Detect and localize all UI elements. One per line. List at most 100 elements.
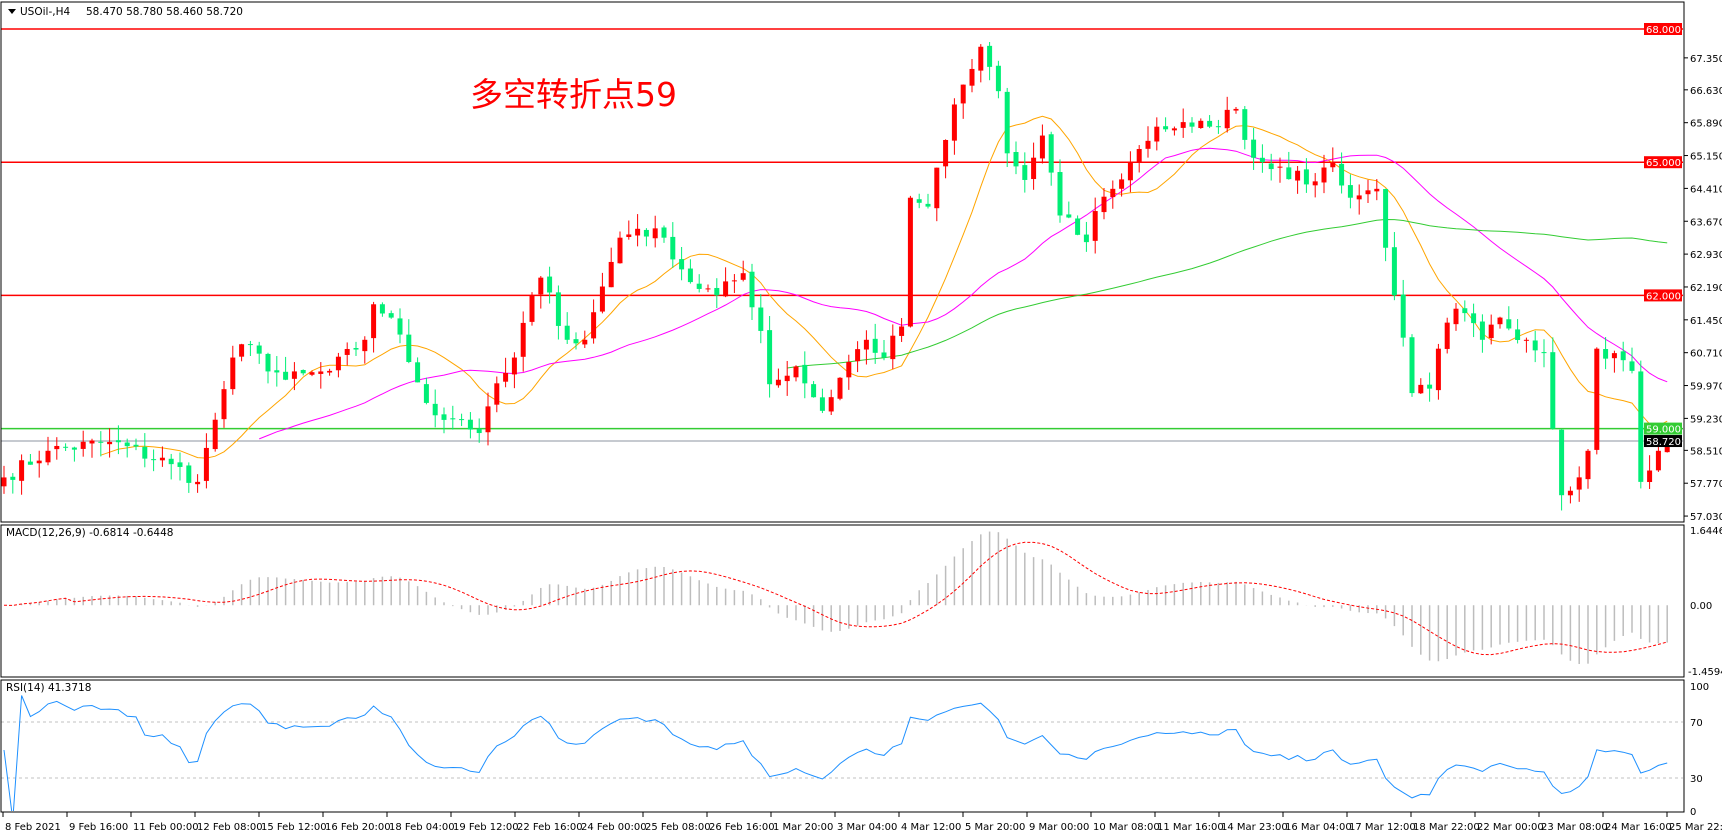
candle-body bbox=[714, 287, 720, 296]
time-tick-label: 22 Mar 00:00 bbox=[1477, 822, 1544, 833]
rsi-scale-30: 30 bbox=[1690, 774, 1703, 785]
candle bbox=[1277, 157, 1283, 183]
candle bbox=[793, 365, 799, 382]
candle-body bbox=[1083, 234, 1089, 243]
candle bbox=[1391, 232, 1397, 301]
candle bbox=[1462, 300, 1468, 322]
candle-body bbox=[1523, 339, 1529, 341]
candle-body bbox=[406, 334, 412, 362]
candle bbox=[1189, 117, 1195, 133]
candle bbox=[1541, 339, 1547, 368]
time-tick-label: 11 Mar 16:00 bbox=[1157, 822, 1224, 833]
candle bbox=[1506, 306, 1512, 331]
ma-mid-line bbox=[259, 147, 1668, 440]
candle bbox=[168, 453, 174, 480]
candle-body bbox=[151, 459, 157, 461]
candle bbox=[256, 341, 262, 364]
candle bbox=[1, 465, 7, 494]
collapse-triangle-icon[interactable] bbox=[8, 9, 16, 14]
macd-pane bbox=[3, 531, 1668, 664]
symbol-label: USOil-,H4 bbox=[20, 6, 70, 18]
candle-body bbox=[1189, 122, 1195, 127]
candle bbox=[1136, 145, 1142, 173]
candle-body bbox=[670, 236, 676, 260]
candle-body bbox=[696, 283, 702, 289]
candle bbox=[45, 436, 51, 466]
candle-body bbox=[775, 379, 781, 386]
candle-body bbox=[1594, 348, 1600, 450]
candle-body bbox=[863, 339, 869, 350]
time-tick-label: 25 Mar 22:00 bbox=[1669, 822, 1722, 833]
candle bbox=[1638, 360, 1644, 489]
candle bbox=[652, 215, 658, 248]
candle bbox=[159, 446, 165, 467]
time-tick-label: 9 Mar 00:00 bbox=[1029, 822, 1089, 833]
time-tick-label: 9 Feb 16:00 bbox=[69, 822, 128, 833]
candle bbox=[1075, 215, 1081, 236]
candle bbox=[1259, 144, 1265, 173]
candle bbox=[696, 274, 702, 293]
candle bbox=[247, 340, 253, 357]
candle-body bbox=[1, 477, 7, 487]
candle-body bbox=[503, 372, 509, 382]
candle bbox=[907, 195, 913, 328]
candle-body bbox=[1136, 149, 1142, 163]
price-pane bbox=[1, 28, 1683, 511]
ohlc-values: 58.470 58.780 58.460 58.720 bbox=[86, 6, 243, 18]
candle-body bbox=[80, 441, 86, 449]
candle bbox=[362, 336, 368, 364]
candle bbox=[432, 389, 438, 428]
candle-body bbox=[890, 335, 896, 360]
candle-body bbox=[1585, 450, 1591, 480]
candle-body bbox=[731, 280, 737, 282]
candle bbox=[230, 345, 236, 395]
candle-body bbox=[256, 345, 262, 354]
candle bbox=[1180, 108, 1186, 138]
candle bbox=[547, 266, 553, 304]
candle bbox=[1435, 343, 1441, 400]
candle-body bbox=[1444, 322, 1450, 349]
candle bbox=[608, 247, 614, 288]
time-tick-label: 17 Mar 12:00 bbox=[1349, 822, 1416, 833]
candle-body bbox=[1303, 169, 1309, 185]
candle bbox=[124, 438, 130, 458]
candle-body bbox=[520, 322, 526, 357]
candle-body bbox=[371, 304, 377, 339]
candle bbox=[1497, 316, 1503, 329]
candle-body bbox=[1268, 163, 1274, 170]
time-tick-label: 4 Mar 12:00 bbox=[901, 822, 961, 833]
candle-body bbox=[327, 370, 333, 373]
candle-body bbox=[1119, 179, 1125, 189]
candle-body bbox=[467, 419, 473, 430]
macd-scale-zero: 0.00 bbox=[1690, 601, 1712, 612]
candle bbox=[1268, 153, 1274, 181]
candle bbox=[1057, 159, 1063, 223]
candle bbox=[661, 225, 667, 243]
time-tick-label: 24 Feb 00:00 bbox=[581, 822, 647, 833]
price-tick-label: 58.510 bbox=[1690, 446, 1722, 457]
candle bbox=[10, 473, 16, 494]
candle-body bbox=[1515, 329, 1521, 341]
price-tick-label: 66.630 bbox=[1690, 86, 1722, 97]
candle-body bbox=[1224, 109, 1230, 129]
time-tick-label: 22 Feb 16:00 bbox=[517, 822, 583, 833]
candle bbox=[617, 231, 623, 264]
candle-body bbox=[1048, 134, 1054, 173]
candle-body bbox=[1127, 162, 1133, 181]
candle bbox=[1409, 334, 1415, 397]
candle bbox=[142, 433, 148, 468]
candle bbox=[19, 454, 25, 495]
candle-body bbox=[934, 167, 940, 209]
candle-body bbox=[1356, 195, 1362, 200]
price-tick-label: 65.890 bbox=[1690, 119, 1722, 130]
candle bbox=[890, 324, 896, 370]
candle-body bbox=[107, 441, 113, 445]
candle-body bbox=[1435, 348, 1441, 391]
candle-body bbox=[318, 371, 324, 374]
candle bbox=[705, 284, 711, 293]
candle bbox=[1233, 107, 1239, 114]
candle-body bbox=[652, 228, 658, 239]
candle-body bbox=[837, 377, 843, 399]
candle-body bbox=[1022, 165, 1028, 180]
